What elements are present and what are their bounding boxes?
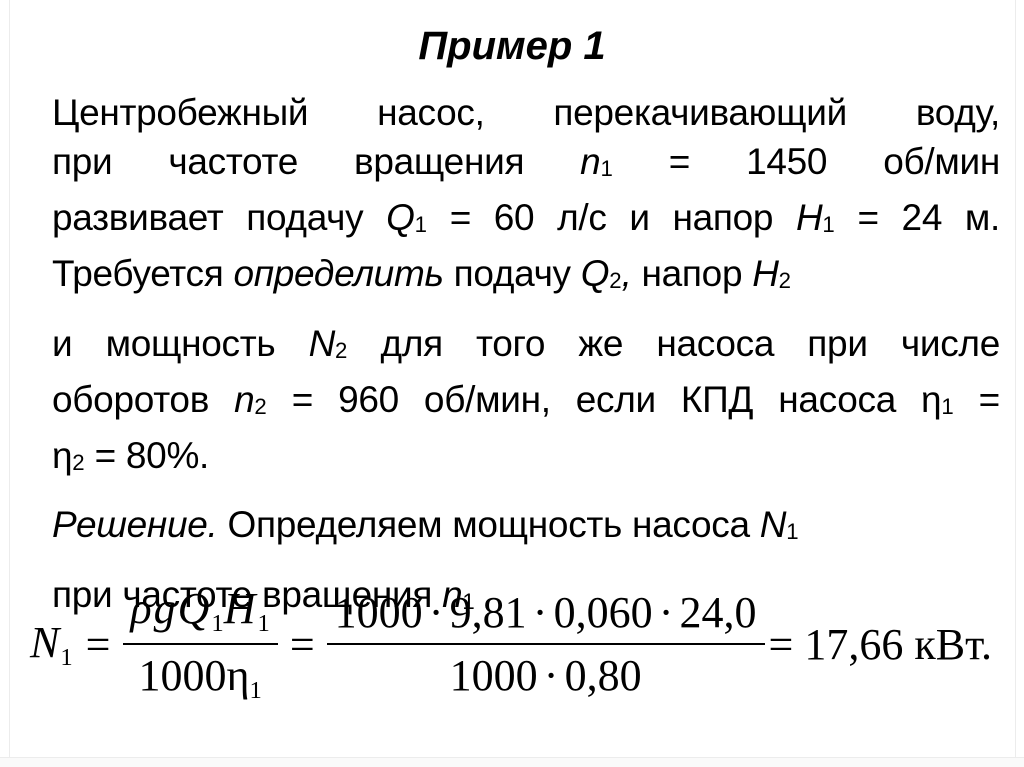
slide-title: Пример 1 — [418, 24, 606, 68]
equals-sign: = — [85, 619, 111, 669]
fraction-numerator: 1000 · 9,81 · 0,060 · 24,0 — [326, 587, 765, 645]
fraction-numerator: ρgQ1H1 — [122, 583, 278, 645]
text-line: оборотов n2 = 960 об/мин, если КПД насос… — [52, 378, 1000, 420]
fraction-denominator: 1000 · 0,80 — [449, 651, 642, 700]
text-line: η2 = 80%. — [52, 435, 210, 477]
equals-sign: = — [289, 619, 315, 669]
fraction-denominator: 1000η1 — [138, 651, 262, 704]
paragraph-solution-intro: Решение. Определяем мощность насоса N1 — [52, 500, 1000, 556]
power-formula: N1 = ρgQ1H1 1000η1 = 1000 · 9,81 · 0,060 · 24,… — [30, 578, 996, 710]
text-line: Центробежный насос, перекачивающий воду, — [52, 92, 1000, 133]
slide-right-edge-line — [1015, 0, 1016, 767]
formula-lhs-variable: N1 — [30, 617, 74, 671]
slide-bottom-strip — [0, 758, 1024, 767]
problem-text: Центробежный насос, перекачивающий воду,… — [52, 88, 1000, 626]
text-line: развивает подачу Q1 = 60 л/с и напор H1 … — [52, 197, 1000, 239]
text-line: при частоте вращения n1 = 1450 об/мин — [52, 141, 1000, 182]
text-line: и мощность N2 для того же насоса при чис… — [52, 322, 1000, 364]
text-line: Решение. Определяем мощность насоса N1 — [52, 504, 799, 546]
slide-left-edge-line — [9, 0, 10, 767]
paragraph-solution-continuation: при частоте вращения n1 — [52, 570, 1000, 626]
text-line: при частоте вращения n1 — [52, 573, 475, 615]
slide-bottom-edge-line — [0, 757, 1024, 758]
numeric-fraction: 1000 · 9,81 · 0,060 · 24,0 1000 · 0,80 — [326, 587, 765, 701]
formula-result: = 17,66 кВт. — [768, 619, 993, 669]
paragraph-problem-1: Центробежный насос, перекачивающий воду,… — [52, 88, 1000, 306]
symbolic-fraction: ρgQ1H1 1000η1 — [122, 583, 278, 705]
paragraph-problem-2: и мощность N2 для того же насоса при чис… — [52, 319, 1000, 488]
text-line: Требуется определить подачу Q2, напор H2 — [52, 253, 791, 295]
